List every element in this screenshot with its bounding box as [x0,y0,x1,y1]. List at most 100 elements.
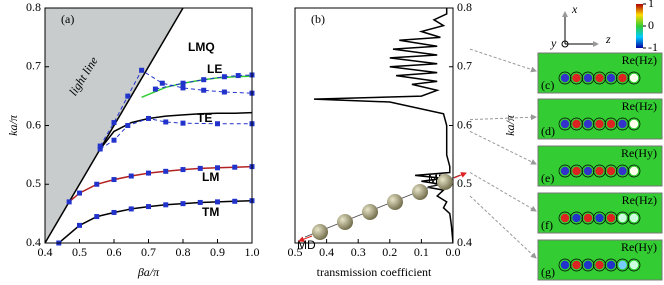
panel-label: (c) [541,78,554,92]
marker [77,190,82,196]
sphere-outline [604,258,618,272]
colorbar-tick-label: -1 [648,40,658,54]
marker [146,115,151,121]
sphere-outline [558,117,572,131]
sphere-outline [570,211,583,225]
field-spot [595,166,604,176]
series-line [141,75,252,98]
series-line [58,199,252,243]
panel-label: (b) [311,12,325,26]
y-tick-label: 0.8 [26,0,41,14]
marker [111,137,117,143]
colorbar-tick-label: 0 [648,18,654,32]
sphere-outline [558,211,572,225]
y-tick-label: 0.4 [457,235,472,249]
x-tick-label: 0.9 [210,245,225,259]
field-spot [595,213,604,223]
axis-dot [561,40,569,48]
marker [232,198,238,204]
colorbar-tick-label: 1 [648,0,654,10]
field-spot [572,73,581,83]
field-spot [618,73,627,83]
sphere-outline [593,117,606,131]
marker [111,177,117,183]
sphere-outline [570,71,583,85]
marker [180,85,186,91]
panel-label: (a) [61,12,74,26]
y-axis-label: ka/π [6,114,20,136]
field-spot [606,73,616,83]
x-tick-label: 0.5 [72,245,87,259]
field-spot [629,213,639,223]
series-line [99,111,252,150]
field-spot [629,119,639,129]
x-tick-label: 0.4 [319,245,334,259]
component-label: Re(Hy) [621,240,657,254]
pointer-arrow [469,172,537,212]
field-spot [595,119,604,129]
field-spot [560,119,570,129]
field-spot [618,166,627,176]
field-spot [606,260,616,270]
field-spot [629,166,639,176]
marker [180,120,186,126]
sphere-outline [604,71,618,85]
marker [111,209,117,215]
field-map [537,192,663,234]
marker [111,120,117,126]
field-spot [572,119,581,129]
axis-name: z [605,32,611,46]
sphere-outline [593,164,606,178]
x-axis-label: transmission coefficient [317,265,432,279]
marker [97,143,103,149]
series-label: LM [202,170,219,184]
sphere-outline [558,164,572,178]
series-line [99,69,252,147]
marker [201,87,207,93]
panel-label: (d) [541,124,555,138]
field-spot [583,260,593,270]
sphere-outline [604,117,618,131]
x-tick-label: 0.1 [414,245,429,259]
sphere-outline [581,258,595,272]
x-tick-label: 0.3 [351,245,366,259]
y-tick-label: 0.6 [457,117,472,131]
field-map [537,239,663,281]
component-label: Re(Hz) [622,99,657,113]
y-tick-label: 0.8 [457,0,472,14]
field-spot [618,213,627,223]
marker [159,80,165,86]
marker [180,201,186,207]
sphere-outline [627,117,641,131]
sphere-outline [627,71,641,85]
marker [215,165,220,171]
field-map [537,98,663,140]
sphere-outline [581,164,595,178]
series-line [68,165,252,203]
marker [180,80,186,86]
component-label: Re(Hz) [622,193,657,207]
pointer-arrow [469,195,537,259]
colorbar [636,4,643,48]
marker [201,77,207,83]
field-spot [606,119,616,129]
x-tick-label: 0.6 [107,245,122,259]
plot-area [313,8,453,243]
sphere-outline [627,164,641,178]
sphere-outline [593,71,606,85]
sphere-outline [627,211,641,225]
y-tick-label: 0.6 [26,117,41,131]
axis-name: x [571,2,578,16]
panel-label: (e) [541,171,554,185]
sphere-outline [604,164,618,178]
marker [152,86,158,92]
marker [235,73,241,79]
field-spot [583,213,593,223]
field-spot [606,166,616,176]
field-map [537,52,663,94]
field-spot [572,260,581,270]
marker [128,173,134,179]
field-spot [560,73,570,83]
marker [125,93,131,99]
